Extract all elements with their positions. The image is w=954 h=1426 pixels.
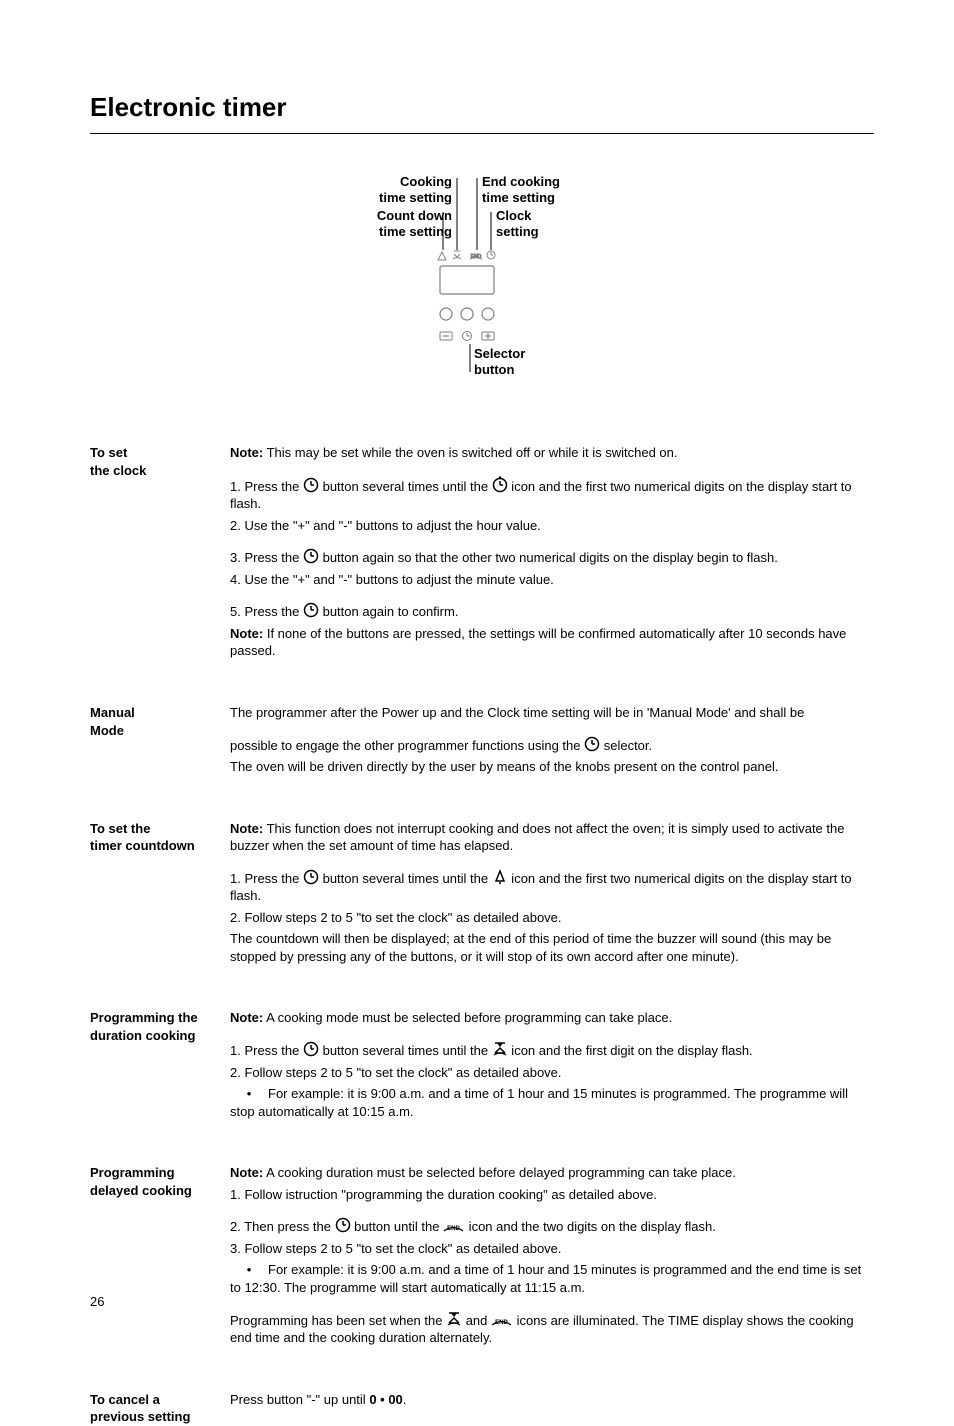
svg-text:setting: setting: [496, 224, 539, 239]
svg-text:time setting: time setting: [379, 190, 452, 205]
clock-icon: [584, 736, 600, 752]
label-cooking: Cooking: [400, 174, 452, 189]
clock-icon: [303, 1041, 319, 1057]
heading: Programming: [90, 1164, 220, 1182]
section-cancel: To cancel a previous setting Press butto…: [90, 1391, 874, 1426]
clock-icon: [303, 602, 319, 618]
clock-icon: [303, 548, 319, 564]
svg-text:Count down: Count down: [377, 208, 452, 223]
heading: previous setting: [90, 1408, 220, 1426]
clock-icon: [303, 869, 319, 885]
section-set-clock: To set the clock Note: This may be set w…: [90, 444, 874, 664]
heading: Manual: [90, 704, 220, 722]
body: Note: A cooking mode must be selected be…: [230, 1009, 874, 1124]
section-duration-cooking: Programming the duration cooking Note: A…: [90, 1009, 874, 1124]
heading: To set the: [90, 820, 220, 838]
body: Press button "-" up until 0 • 00.: [230, 1391, 874, 1426]
page-title: Electronic timer: [90, 90, 874, 134]
heading: Mode: [90, 722, 220, 740]
svg-text:End cooking: End cooking: [482, 174, 560, 189]
timer-diagram: Cooking time setting Count down time set…: [90, 172, 874, 402]
svg-text:button: button: [474, 362, 514, 377]
body: The programmer after the Power up and th…: [230, 704, 874, 780]
svg-text:time setting: time setting: [379, 224, 452, 239]
clock-dot-icon: [492, 476, 508, 493]
section-timer-countdown: To set the timer countdown Note: This fu…: [90, 820, 874, 970]
body: Note: A cooking duration must be selecte…: [230, 1164, 874, 1350]
heading: Programming the: [90, 1009, 220, 1027]
body: Note: This may be set while the oven is …: [230, 444, 874, 664]
svg-text:Clock: Clock: [496, 208, 532, 223]
svg-text:Selector: Selector: [474, 346, 525, 361]
clock-icon: [303, 477, 319, 493]
heading: To cancel a: [90, 1391, 220, 1409]
page-number: 26: [90, 1293, 104, 1311]
heading: To set: [90, 444, 220, 462]
hourglass-icon: [492, 1041, 508, 1057]
heading: the clock: [90, 462, 220, 480]
section-delayed-cooking: Programming delayed cooking Note: A cook…: [90, 1164, 874, 1350]
heading: duration cooking: [90, 1027, 220, 1045]
heading: delayed cooking: [90, 1182, 220, 1200]
heading: timer countdown: [90, 837, 220, 855]
clock-icon: [335, 1217, 351, 1233]
svg-text:time setting: time setting: [482, 190, 555, 205]
end-icon: [491, 1315, 513, 1327]
body: Note: This function does not interrupt c…: [230, 820, 874, 970]
end-icon: [443, 1221, 465, 1233]
bell-icon: [492, 869, 508, 885]
section-manual-mode: Manual Mode The programmer after the Pow…: [90, 704, 874, 780]
hourglass-icon: [446, 1311, 462, 1327]
